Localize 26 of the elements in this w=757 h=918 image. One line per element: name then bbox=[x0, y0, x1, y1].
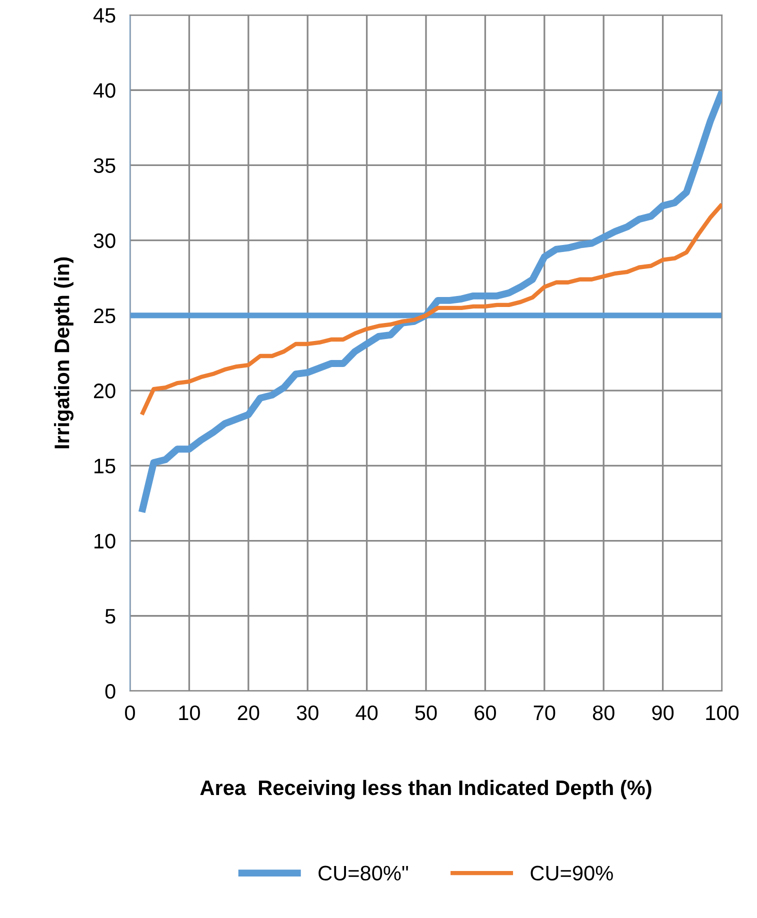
y-tick-label: 40 bbox=[93, 83, 116, 98]
y-tick-label: 0 bbox=[105, 684, 116, 699]
y-tick-label: 35 bbox=[94, 158, 116, 173]
y-tick-label: 5 bbox=[105, 609, 116, 624]
y-tick-label: 45 bbox=[93, 8, 116, 23]
legend-label: CU=90% bbox=[530, 866, 613, 881]
y-axis-title: Irrigation Depth (in) bbox=[54, 257, 74, 448]
y-tick-label: 15 bbox=[94, 458, 116, 474]
y-tick-label: 20 bbox=[94, 384, 116, 398]
x-tick-label: 50 bbox=[415, 705, 437, 720]
x-axis-title: Area Receiving less than Indicated Depth (%) bbox=[200, 780, 652, 800]
line-series bbox=[140, 202, 722, 417]
x-tick-label: 70 bbox=[534, 705, 556, 720]
y-tick-label: 30 bbox=[94, 233, 116, 248]
x-tick-label: 80 bbox=[592, 705, 614, 720]
x-tick-label: 20 bbox=[238, 705, 260, 720]
x-tick-label: 10 bbox=[179, 705, 200, 720]
x-tick-label: 40 bbox=[356, 705, 378, 720]
x-tick-label: 30 bbox=[296, 705, 318, 720]
legend-label: CU=80%" bbox=[318, 866, 408, 881]
x-tick-label: 60 bbox=[474, 705, 496, 720]
x-tick-label: 0 bbox=[125, 705, 135, 720]
y-tick-label: 25 bbox=[94, 308, 116, 324]
x-tick-label: 90 bbox=[652, 705, 674, 720]
y-tick-label: 10 bbox=[94, 534, 116, 549]
x-tick-label: 100 bbox=[706, 705, 739, 720]
